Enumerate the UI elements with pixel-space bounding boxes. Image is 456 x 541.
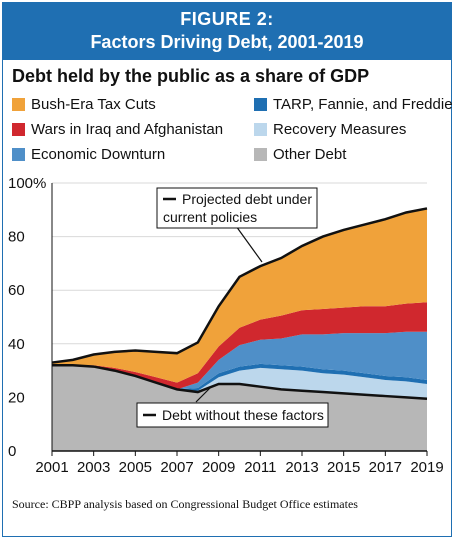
legend-label: Economic Downturn bbox=[31, 145, 166, 163]
area-wars bbox=[52, 302, 427, 390]
figure-banner: FIGURE 2: Factors Driving Debt, 2001-201… bbox=[3, 3, 451, 60]
area-tarp bbox=[52, 363, 427, 391]
legend-swatch bbox=[12, 122, 25, 136]
y-tick-label: 80 bbox=[8, 229, 25, 246]
area-downturn bbox=[52, 331, 427, 390]
x-tick-label: 2003 bbox=[77, 459, 110, 476]
legend-item-downturn: Economic Downturn bbox=[12, 145, 165, 163]
x-tick-label: 2015 bbox=[327, 459, 360, 476]
chart-title: Debt held by the public as a share of GD… bbox=[12, 66, 370, 86]
y-tick-label: 100% bbox=[8, 175, 46, 192]
callout-leader-projected bbox=[235, 225, 263, 263]
legend-item-wars: Wars in Iraq and Afghanistan bbox=[12, 120, 223, 138]
legend-swatch bbox=[254, 97, 267, 111]
figure-label: FIGURE 2: bbox=[180, 9, 274, 29]
x-tick-label: 2019 bbox=[410, 459, 443, 476]
x-tick-label: 2009 bbox=[202, 459, 235, 476]
callout-leader-without bbox=[195, 385, 213, 403]
callout-label-projected-line2: current policies bbox=[163, 209, 257, 225]
x-tick-label: 2001 bbox=[35, 459, 68, 476]
legend-item-recovery: Recovery Measures bbox=[254, 120, 406, 138]
y-tick-label: 20 bbox=[8, 389, 25, 406]
x-tick-label: 2017 bbox=[369, 459, 402, 476]
legend-item-bush-tax-cuts: Bush-Era Tax Cuts bbox=[12, 95, 156, 113]
x-tick-label: 2011 bbox=[244, 459, 276, 476]
legend-item-other-debt: Other Debt bbox=[254, 145, 346, 163]
figure-heading: Factors Driving Debt, 2001-2019 bbox=[90, 32, 364, 52]
legend-label: Wars in Iraq and Afghanistan bbox=[31, 120, 224, 138]
x-tick-label: 2013 bbox=[285, 459, 318, 476]
legend-item-tarp: TARP, Fannie, and Freddie bbox=[254, 95, 453, 113]
callout-label-projected-line1: Projected debt under bbox=[182, 191, 312, 207]
legend-label: TARP, Fannie, and Freddie bbox=[273, 95, 453, 113]
source-note: Source: CBPP analysis based on Congressi… bbox=[12, 497, 358, 511]
y-tick-label: 60 bbox=[8, 282, 25, 299]
legend-label: Other Debt bbox=[273, 145, 347, 163]
legend-label: Bush-Era Tax Cuts bbox=[31, 95, 156, 113]
projected-debt-line bbox=[51, 207, 428, 364]
chart-legend: Bush-Era Tax Cuts TARP, Fannie, and Fred… bbox=[12, 95, 453, 170]
legend-swatch bbox=[12, 147, 25, 161]
debt-without-factors-line bbox=[52, 363, 428, 400]
legend-swatch bbox=[12, 97, 25, 111]
legend-label: Recovery Measures bbox=[273, 120, 407, 138]
y-tick-label: 40 bbox=[8, 336, 25, 353]
area-bush_tax_cuts bbox=[52, 208, 427, 383]
callout-label-without: Debt without these factors bbox=[162, 407, 324, 423]
callout-box-projected bbox=[156, 187, 318, 229]
callout-box-without bbox=[136, 402, 329, 428]
x-tick-label: 2007 bbox=[160, 459, 193, 476]
y-tick-label: 0 bbox=[8, 443, 16, 460]
x-tick-label: 2005 bbox=[119, 459, 152, 476]
legend-swatch bbox=[254, 122, 267, 136]
area-recovery bbox=[52, 365, 427, 399]
legend-swatch bbox=[254, 147, 267, 161]
